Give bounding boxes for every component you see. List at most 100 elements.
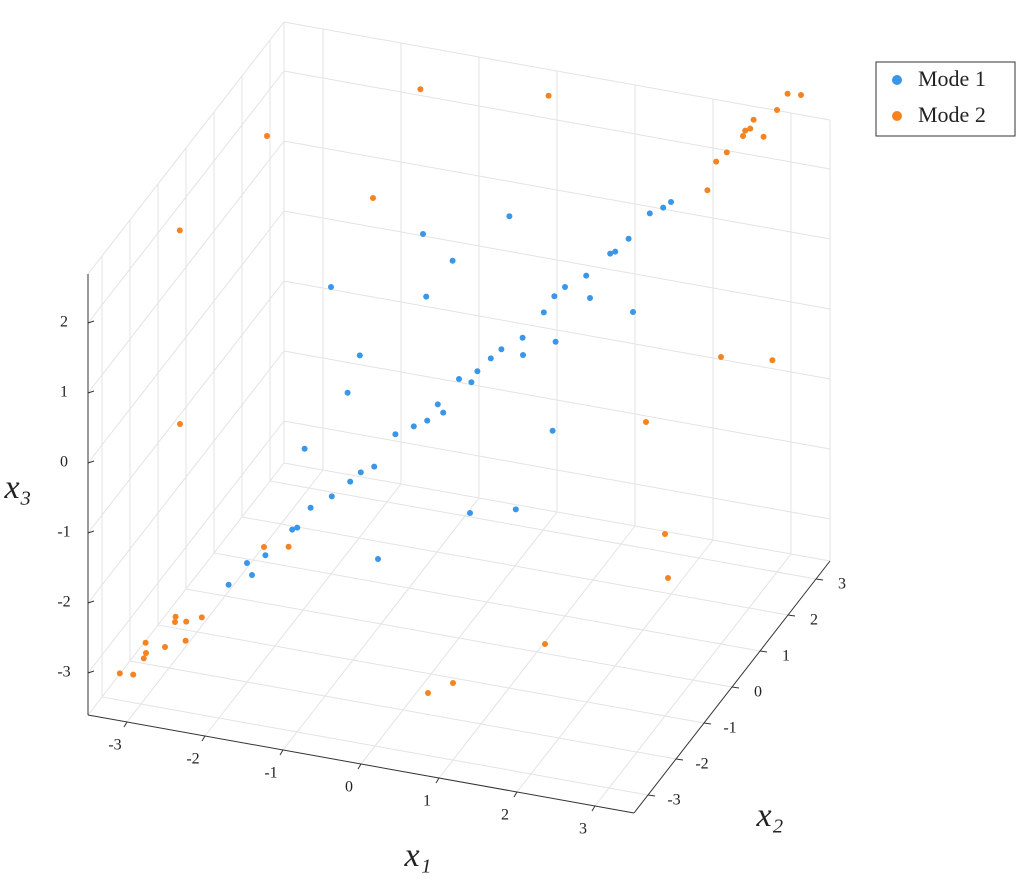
y-tick-label: -2 — [695, 756, 708, 773]
grid-line — [283, 210, 831, 310]
x-tick-label: -2 — [186, 751, 199, 768]
point — [285, 543, 292, 550]
point — [798, 92, 804, 98]
point — [750, 116, 757, 123]
point — [183, 618, 190, 625]
point — [474, 368, 481, 375]
y-tick — [787, 614, 796, 617]
point — [713, 158, 720, 165]
grid-line — [101, 696, 649, 796]
point — [328, 493, 335, 500]
point — [630, 309, 636, 315]
grid-line — [269, 480, 817, 580]
x-tick-label: 0 — [345, 779, 353, 796]
point — [774, 107, 780, 113]
y-tick-label: 0 — [754, 684, 762, 701]
z-axis-label: x₃ — [4, 469, 32, 506]
point — [506, 213, 513, 220]
point — [520, 352, 526, 358]
z-tick-label: -3 — [57, 664, 70, 681]
point — [468, 379, 475, 386]
point — [551, 293, 558, 300]
point — [417, 86, 424, 93]
point — [434, 401, 441, 408]
z-tick — [87, 600, 95, 604]
point — [625, 235, 632, 242]
point — [294, 524, 301, 531]
legend-box — [875, 61, 1016, 137]
x-tick — [201, 735, 206, 742]
y-tick — [675, 758, 684, 761]
point — [583, 272, 590, 279]
x-tick — [513, 791, 518, 798]
point — [662, 531, 668, 537]
point — [142, 639, 149, 646]
point — [498, 346, 505, 353]
point — [176, 227, 183, 234]
point — [264, 133, 270, 139]
point — [449, 257, 456, 264]
z-tick-label: 2 — [60, 314, 68, 331]
grid — [87, 21, 831, 807]
point — [760, 133, 767, 140]
grid-line — [87, 210, 285, 464]
point — [723, 149, 730, 156]
point — [552, 338, 559, 345]
x-tick-label: 3 — [579, 821, 587, 838]
point — [487, 355, 494, 362]
point — [612, 248, 619, 255]
point — [130, 671, 137, 678]
point — [542, 641, 548, 647]
point — [769, 357, 776, 364]
point — [718, 354, 724, 360]
point — [423, 293, 430, 300]
point — [375, 556, 381, 562]
axes: -3 -2 -1 0 1 2 3 -3 -2 -1 0 1 2 3 -3 -2 -1 0 1 2 — [57, 274, 846, 838]
z-tick-label: 0 — [60, 454, 68, 471]
point — [261, 544, 267, 550]
grid-line — [241, 516, 789, 616]
point — [162, 644, 168, 650]
point — [249, 572, 255, 578]
point — [424, 417, 431, 424]
point — [440, 409, 447, 416]
grid-line — [185, 588, 733, 688]
point — [172, 613, 179, 620]
point — [425, 690, 431, 696]
point — [587, 295, 593, 301]
legend-label: Mode 2 — [918, 102, 986, 127]
x-tick — [435, 777, 440, 784]
x-tick — [357, 763, 362, 770]
point — [643, 419, 649, 425]
point — [545, 92, 552, 99]
point — [177, 421, 183, 427]
point — [307, 504, 314, 511]
x-tick-label: -3 — [108, 737, 121, 754]
z-tick — [87, 530, 95, 534]
grid-line — [87, 140, 285, 394]
z-tick — [87, 390, 95, 394]
grid-line — [87, 420, 285, 674]
point — [371, 463, 378, 470]
point — [198, 614, 205, 621]
legend-marker — [892, 111, 902, 121]
point — [540, 309, 547, 316]
y-axis-label: x₂ — [756, 797, 784, 834]
point — [519, 334, 526, 341]
point — [747, 125, 754, 132]
point — [549, 427, 556, 434]
point — [665, 575, 671, 581]
x-axis-label: x₁ — [404, 837, 432, 874]
grid-line — [283, 350, 831, 450]
point — [347, 478, 354, 485]
point — [456, 376, 462, 382]
points — [116, 86, 804, 696]
grid-line — [283, 140, 831, 240]
x-tick — [123, 721, 128, 728]
point — [301, 445, 308, 452]
point — [182, 637, 189, 644]
point — [704, 187, 711, 194]
z-tick — [87, 320, 95, 324]
y-tick — [815, 578, 824, 581]
